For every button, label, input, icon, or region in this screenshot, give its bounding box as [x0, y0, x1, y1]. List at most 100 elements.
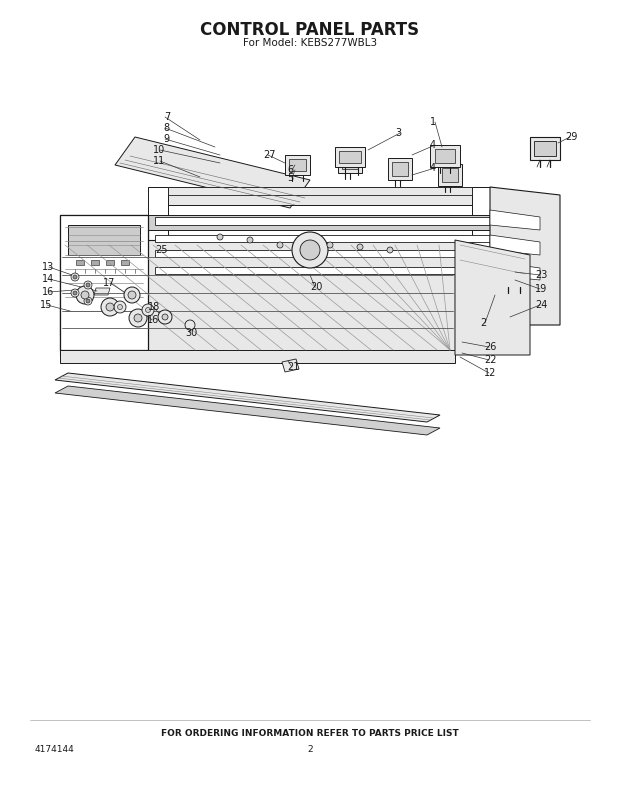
Polygon shape	[438, 164, 462, 186]
Polygon shape	[155, 217, 490, 225]
Text: CONTROL PANEL PARTS: CONTROL PANEL PARTS	[200, 21, 420, 39]
Circle shape	[327, 242, 333, 248]
Text: 2: 2	[307, 746, 313, 754]
Circle shape	[277, 242, 283, 248]
Polygon shape	[60, 240, 455, 355]
Circle shape	[162, 314, 168, 320]
Circle shape	[118, 305, 123, 309]
Polygon shape	[60, 215, 148, 335]
Text: 30: 30	[185, 328, 197, 338]
Polygon shape	[155, 250, 490, 257]
Polygon shape	[60, 215, 148, 350]
Circle shape	[76, 286, 94, 304]
Circle shape	[124, 287, 140, 303]
Text: 22: 22	[484, 355, 497, 365]
Text: 4: 4	[430, 140, 436, 150]
Polygon shape	[342, 155, 358, 169]
Circle shape	[71, 289, 79, 297]
Polygon shape	[392, 162, 408, 176]
Polygon shape	[55, 386, 440, 435]
Polygon shape	[68, 225, 140, 255]
Polygon shape	[115, 137, 310, 208]
Circle shape	[81, 291, 89, 299]
Polygon shape	[490, 210, 540, 230]
Circle shape	[217, 234, 223, 240]
Polygon shape	[472, 187, 492, 265]
Polygon shape	[94, 288, 110, 295]
Text: 16: 16	[42, 287, 54, 297]
Circle shape	[101, 298, 119, 316]
Circle shape	[142, 304, 154, 316]
Circle shape	[73, 275, 77, 279]
Text: FOR ORDERING INFORMATION REFER TO PARTS PRICE LIST: FOR ORDERING INFORMATION REFER TO PARTS …	[161, 728, 459, 737]
Polygon shape	[60, 215, 490, 230]
Polygon shape	[435, 149, 455, 163]
Circle shape	[185, 320, 195, 330]
Circle shape	[247, 237, 253, 243]
Text: For Model: KEBS277WBL3: For Model: KEBS277WBL3	[243, 38, 377, 48]
Polygon shape	[121, 260, 129, 265]
Circle shape	[158, 310, 172, 324]
Text: 11: 11	[153, 156, 165, 166]
Text: 5: 5	[287, 173, 293, 183]
Text: 8: 8	[164, 123, 170, 133]
Polygon shape	[60, 350, 455, 363]
Text: 24: 24	[535, 300, 547, 310]
Text: 6: 6	[287, 165, 293, 175]
Polygon shape	[155, 267, 490, 274]
Text: 4: 4	[430, 163, 436, 173]
Text: 27: 27	[263, 150, 275, 160]
Polygon shape	[155, 235, 490, 242]
Text: 4174144: 4174144	[35, 746, 75, 754]
Polygon shape	[148, 187, 168, 265]
Text: replacementbook.com: replacementbook.com	[210, 272, 319, 282]
Polygon shape	[534, 141, 556, 156]
Polygon shape	[498, 317, 517, 336]
Polygon shape	[490, 261, 540, 280]
Circle shape	[114, 301, 126, 313]
Polygon shape	[530, 137, 560, 160]
Polygon shape	[442, 168, 458, 182]
Text: 15: 15	[40, 300, 52, 310]
Polygon shape	[335, 147, 365, 167]
Text: 19: 19	[535, 284, 547, 294]
Circle shape	[292, 232, 328, 268]
Polygon shape	[282, 359, 299, 372]
Text: 20: 20	[310, 282, 322, 292]
Text: 9: 9	[164, 134, 170, 144]
Polygon shape	[388, 158, 412, 180]
Polygon shape	[289, 159, 306, 171]
Text: 21: 21	[287, 362, 299, 372]
Polygon shape	[490, 187, 560, 325]
Polygon shape	[500, 265, 528, 287]
Polygon shape	[106, 260, 114, 265]
Polygon shape	[76, 260, 84, 265]
Text: 1: 1	[430, 117, 436, 127]
Circle shape	[86, 283, 90, 287]
Text: 26: 26	[484, 342, 497, 352]
Circle shape	[128, 291, 136, 299]
Polygon shape	[338, 151, 362, 173]
Circle shape	[71, 273, 79, 281]
Circle shape	[84, 297, 92, 305]
Polygon shape	[455, 240, 530, 355]
Polygon shape	[150, 187, 490, 205]
Text: 2: 2	[480, 318, 486, 328]
Circle shape	[84, 281, 92, 289]
Polygon shape	[55, 373, 440, 422]
Text: 3: 3	[395, 128, 401, 138]
Text: 13: 13	[42, 262, 54, 272]
Circle shape	[106, 303, 114, 311]
Circle shape	[73, 291, 77, 295]
Polygon shape	[285, 155, 310, 175]
Polygon shape	[495, 313, 520, 340]
Text: 29: 29	[565, 132, 577, 142]
Polygon shape	[490, 235, 540, 255]
Text: 23: 23	[535, 270, 547, 280]
Text: 7: 7	[164, 112, 170, 122]
Text: 12: 12	[484, 368, 497, 378]
Circle shape	[357, 244, 363, 250]
Circle shape	[86, 299, 90, 303]
Text: 18: 18	[148, 302, 160, 312]
Polygon shape	[339, 151, 361, 163]
